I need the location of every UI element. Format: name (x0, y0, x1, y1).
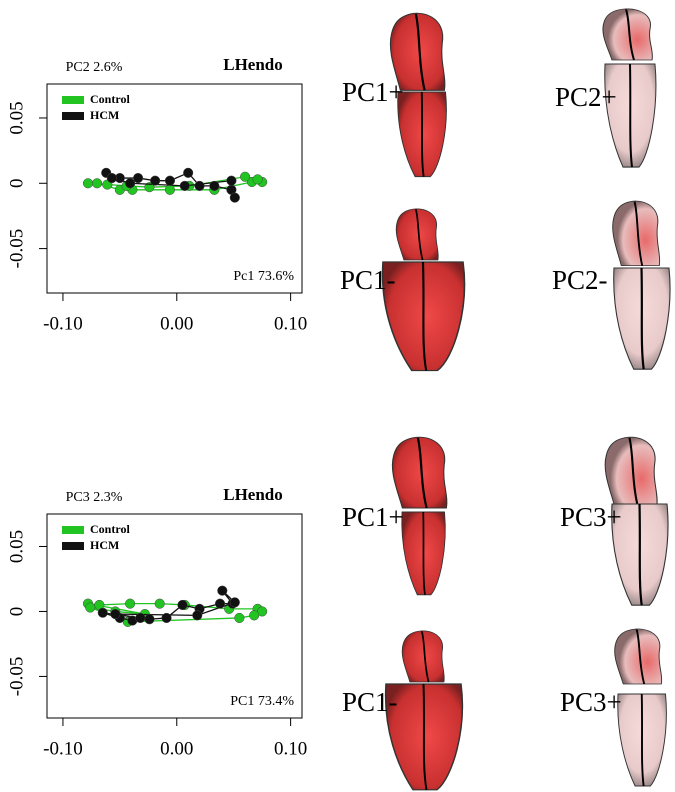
data-point (183, 167, 194, 178)
data-point (144, 614, 155, 625)
data-point (252, 174, 263, 185)
x-tick-label: -0.10 (43, 738, 83, 759)
legend-swatch (62, 542, 84, 550)
x-axis-label: PC1 73.4% (230, 694, 294, 709)
shape-label: PC3+ (560, 502, 622, 532)
data-point (229, 597, 240, 608)
shape-label: PC1- (340, 265, 396, 295)
legend-swatch (62, 96, 84, 104)
data-point (106, 173, 117, 184)
y-tick-label: 0.05 (6, 530, 27, 563)
data-point (209, 180, 220, 191)
data-point (234, 612, 245, 623)
data-point (217, 585, 228, 596)
data-point (150, 175, 161, 186)
legend-swatch (62, 526, 84, 534)
x-tick-label: 0.00 (160, 313, 193, 334)
x-tick-label: 0.00 (160, 738, 193, 759)
y-tick-label: -0.05 (6, 657, 27, 697)
data-point (214, 598, 226, 609)
plot-frame (46, 83, 303, 294)
legend-label: HCM (90, 108, 119, 122)
y-tick-label: 0.05 (6, 101, 27, 134)
shape-label: PC1- (342, 687, 398, 717)
data-point (82, 178, 94, 189)
y-axis-label: PC3 2.3% (66, 490, 123, 505)
data-point (164, 175, 175, 186)
data-point (97, 607, 108, 618)
data-point (249, 610, 260, 621)
data-point (226, 175, 237, 186)
data-point (125, 178, 136, 189)
y-axis-label: PC2 2.6% (66, 60, 123, 75)
legend-label: Control (90, 92, 130, 106)
data-point (179, 180, 190, 191)
data-point (192, 610, 203, 621)
data-point (92, 178, 103, 189)
data-point (194, 180, 205, 191)
y-tick-label: 0 (6, 607, 27, 617)
data-point (229, 192, 240, 203)
x-tick-label: -0.10 (43, 313, 83, 334)
chart-title: LHendo (223, 485, 283, 504)
data-point (177, 599, 188, 611)
data-point (85, 602, 96, 613)
data-point (110, 609, 121, 620)
y-tick-label: 0 (6, 179, 27, 189)
legend-label: HCM (90, 538, 119, 552)
shapes (381, 8, 671, 791)
x-tick-label: 0.10 (274, 313, 307, 334)
data-point (161, 612, 172, 623)
chart-title: LHendo (223, 55, 283, 74)
data-point (125, 598, 136, 609)
legend-swatch (62, 112, 84, 120)
shape-label: PC2+ (555, 82, 617, 112)
shape-label: PC1+ (342, 502, 404, 532)
y-tick-label: -0.05 (6, 229, 27, 269)
shape-label: PC3+ (560, 687, 622, 717)
data-point (240, 171, 251, 182)
legend-label: Control (90, 522, 130, 536)
plot-frame (46, 513, 303, 719)
data-point (135, 612, 146, 623)
data-point (164, 184, 175, 195)
x-axis-label: Pc1 73.6% (233, 269, 294, 284)
x-tick-label: 0.10 (274, 738, 307, 759)
data-point (154, 598, 165, 609)
shape-label: PC1+ (342, 77, 404, 107)
data-point (133, 173, 144, 184)
shape-label: PC2- (552, 265, 608, 295)
